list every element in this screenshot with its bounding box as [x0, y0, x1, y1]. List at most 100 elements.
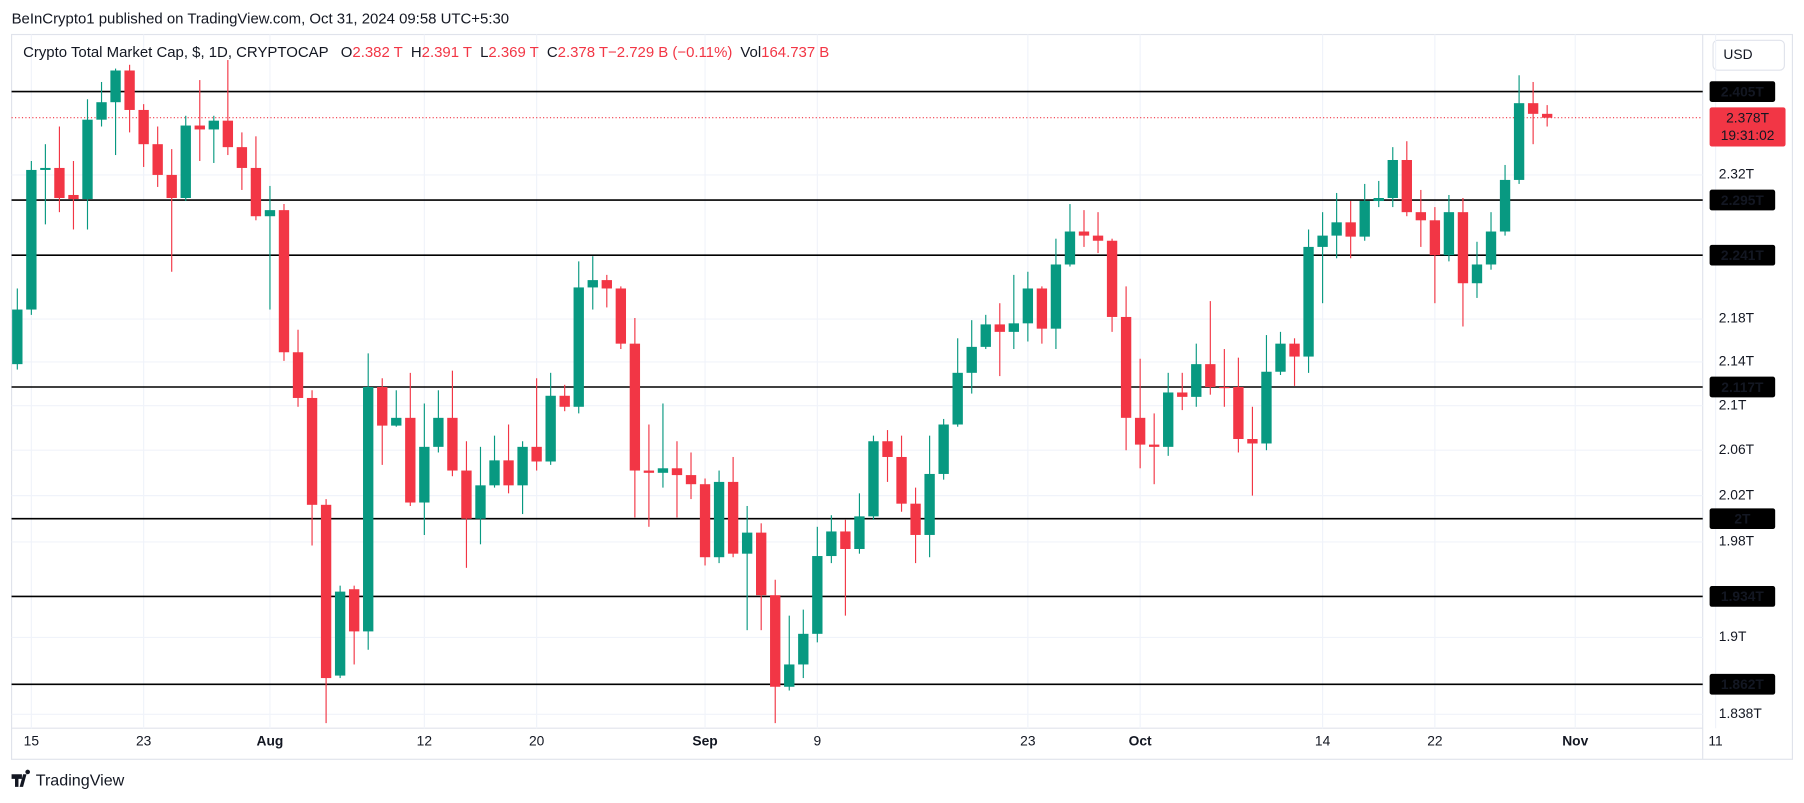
x-tick-label: 14 — [1315, 734, 1331, 749]
candle-body — [1373, 198, 1384, 202]
level-tag — [1709, 189, 1776, 211]
candle-body — [784, 664, 795, 687]
candle-body — [334, 591, 346, 676]
candle-body — [517, 446, 528, 486]
candle-body — [1499, 179, 1511, 232]
candle-body — [629, 343, 641, 471]
candle-body — [615, 288, 627, 344]
candle-body — [320, 504, 332, 679]
y-tick-label: 2.14T — [1719, 354, 1755, 369]
last-price-label: 2.378T — [1726, 111, 1770, 126]
candle-body — [727, 481, 739, 554]
currency[interactable]: USD — [1723, 47, 1752, 62]
candle-body — [545, 395, 556, 462]
y-tick-label: 2.32T — [1719, 167, 1755, 182]
candle-body — [447, 417, 458, 471]
candle-body — [1331, 222, 1342, 236]
candle-body — [363, 387, 374, 632]
candle-body — [489, 460, 500, 486]
candle-body — [12, 309, 23, 365]
candle-body — [770, 595, 781, 687]
candle-body — [1050, 264, 1062, 329]
candle-body — [1541, 113, 1553, 118]
level-label: 1.934T — [1721, 589, 1765, 604]
candle-body — [1443, 212, 1455, 256]
chart-title: Crypto Total Market Cap, $, 1D, CRYPTOCA… — [23, 44, 329, 61]
candle-body — [994, 324, 1005, 332]
candle-body — [559, 395, 570, 407]
candle-body — [110, 70, 121, 103]
candle-body — [250, 167, 262, 217]
candle-body — [54, 167, 65, 199]
candle-body — [910, 503, 921, 535]
candle-body — [1275, 343, 1286, 372]
candle-body — [124, 70, 135, 110]
candle-body — [1247, 439, 1258, 444]
candle-body — [1092, 235, 1104, 241]
legend-value: 2.369 T — [488, 44, 538, 61]
level-tag — [1709, 81, 1776, 102]
y-tick-label: 1.98T — [1719, 534, 1755, 549]
candle-body — [952, 372, 963, 425]
candle-body — [826, 531, 837, 557]
candle-body — [166, 174, 177, 199]
axes: 2.32T 2.18T 2.14T 2.1T 2.06T 2.02T 1.98T 1.9T 1.… — [24, 81, 1786, 749]
legend-key: O — [341, 44, 353, 61]
candle-body — [1527, 103, 1539, 114]
levels — [11, 90, 1703, 686]
candle-body — [924, 473, 935, 535]
y-tick-label: 2.18T — [1719, 311, 1755, 326]
x-tick-label: 20 — [529, 734, 545, 749]
x-tick-label: 22 — [1427, 734, 1442, 749]
candle-body — [1008, 323, 1019, 332]
candle-body — [348, 589, 360, 632]
candle-body — [68, 194, 79, 200]
candle-body — [573, 287, 584, 407]
candle-body — [1078, 231, 1090, 236]
y-tick-label: 2.1T — [1719, 397, 1747, 412]
candle-body — [840, 531, 851, 549]
candle-body — [1289, 343, 1300, 357]
candle-body — [1317, 235, 1328, 247]
candle-body — [685, 475, 697, 485]
candle-body — [1387, 159, 1398, 199]
currency-button[interactable] — [1712, 39, 1785, 71]
candle-body — [222, 120, 234, 148]
attribution: BeInCrypto1 published on TradingView.com… — [12, 11, 510, 28]
level-label: 2.405T — [1721, 84, 1765, 99]
candle-body — [82, 119, 93, 200]
candle-body — [1134, 417, 1146, 445]
candle-body — [1429, 220, 1441, 256]
legend-value: 2.391 T — [422, 44, 472, 61]
candle-body — [1261, 371, 1272, 444]
candle-body — [798, 633, 809, 665]
last-price-tag — [1709, 107, 1786, 147]
candle-body — [475, 485, 486, 519]
level-tag — [1709, 586, 1776, 607]
level-tag — [1709, 673, 1776, 695]
level-label: 2.241T — [1721, 248, 1765, 263]
candle-body — [1148, 444, 1160, 447]
candle-body — [264, 210, 276, 217]
legend-value: 164.737 B — [761, 44, 829, 61]
x-tick-label: 12 — [417, 734, 432, 749]
candle-body — [531, 446, 542, 462]
candle-body — [643, 470, 655, 473]
candle-body — [1457, 212, 1469, 284]
y-tick-label: 1.838T — [1719, 706, 1763, 721]
brand: TradingView — [36, 771, 125, 789]
legend-value: 2.378 T — [558, 44, 608, 61]
level-label: 2.295T — [1721, 193, 1765, 208]
level-label: 2.117T — [1721, 380, 1764, 395]
x-tick-label: 15 — [24, 734, 40, 749]
candle-body — [461, 470, 472, 519]
candle-body — [741, 532, 753, 554]
candle-body — [601, 280, 612, 289]
y-tick-label: 1.9T — [1719, 629, 1747, 644]
candle-body — [1303, 246, 1314, 357]
level-label: 2T — [1734, 511, 1751, 526]
x-tick-label: Aug — [257, 734, 284, 749]
